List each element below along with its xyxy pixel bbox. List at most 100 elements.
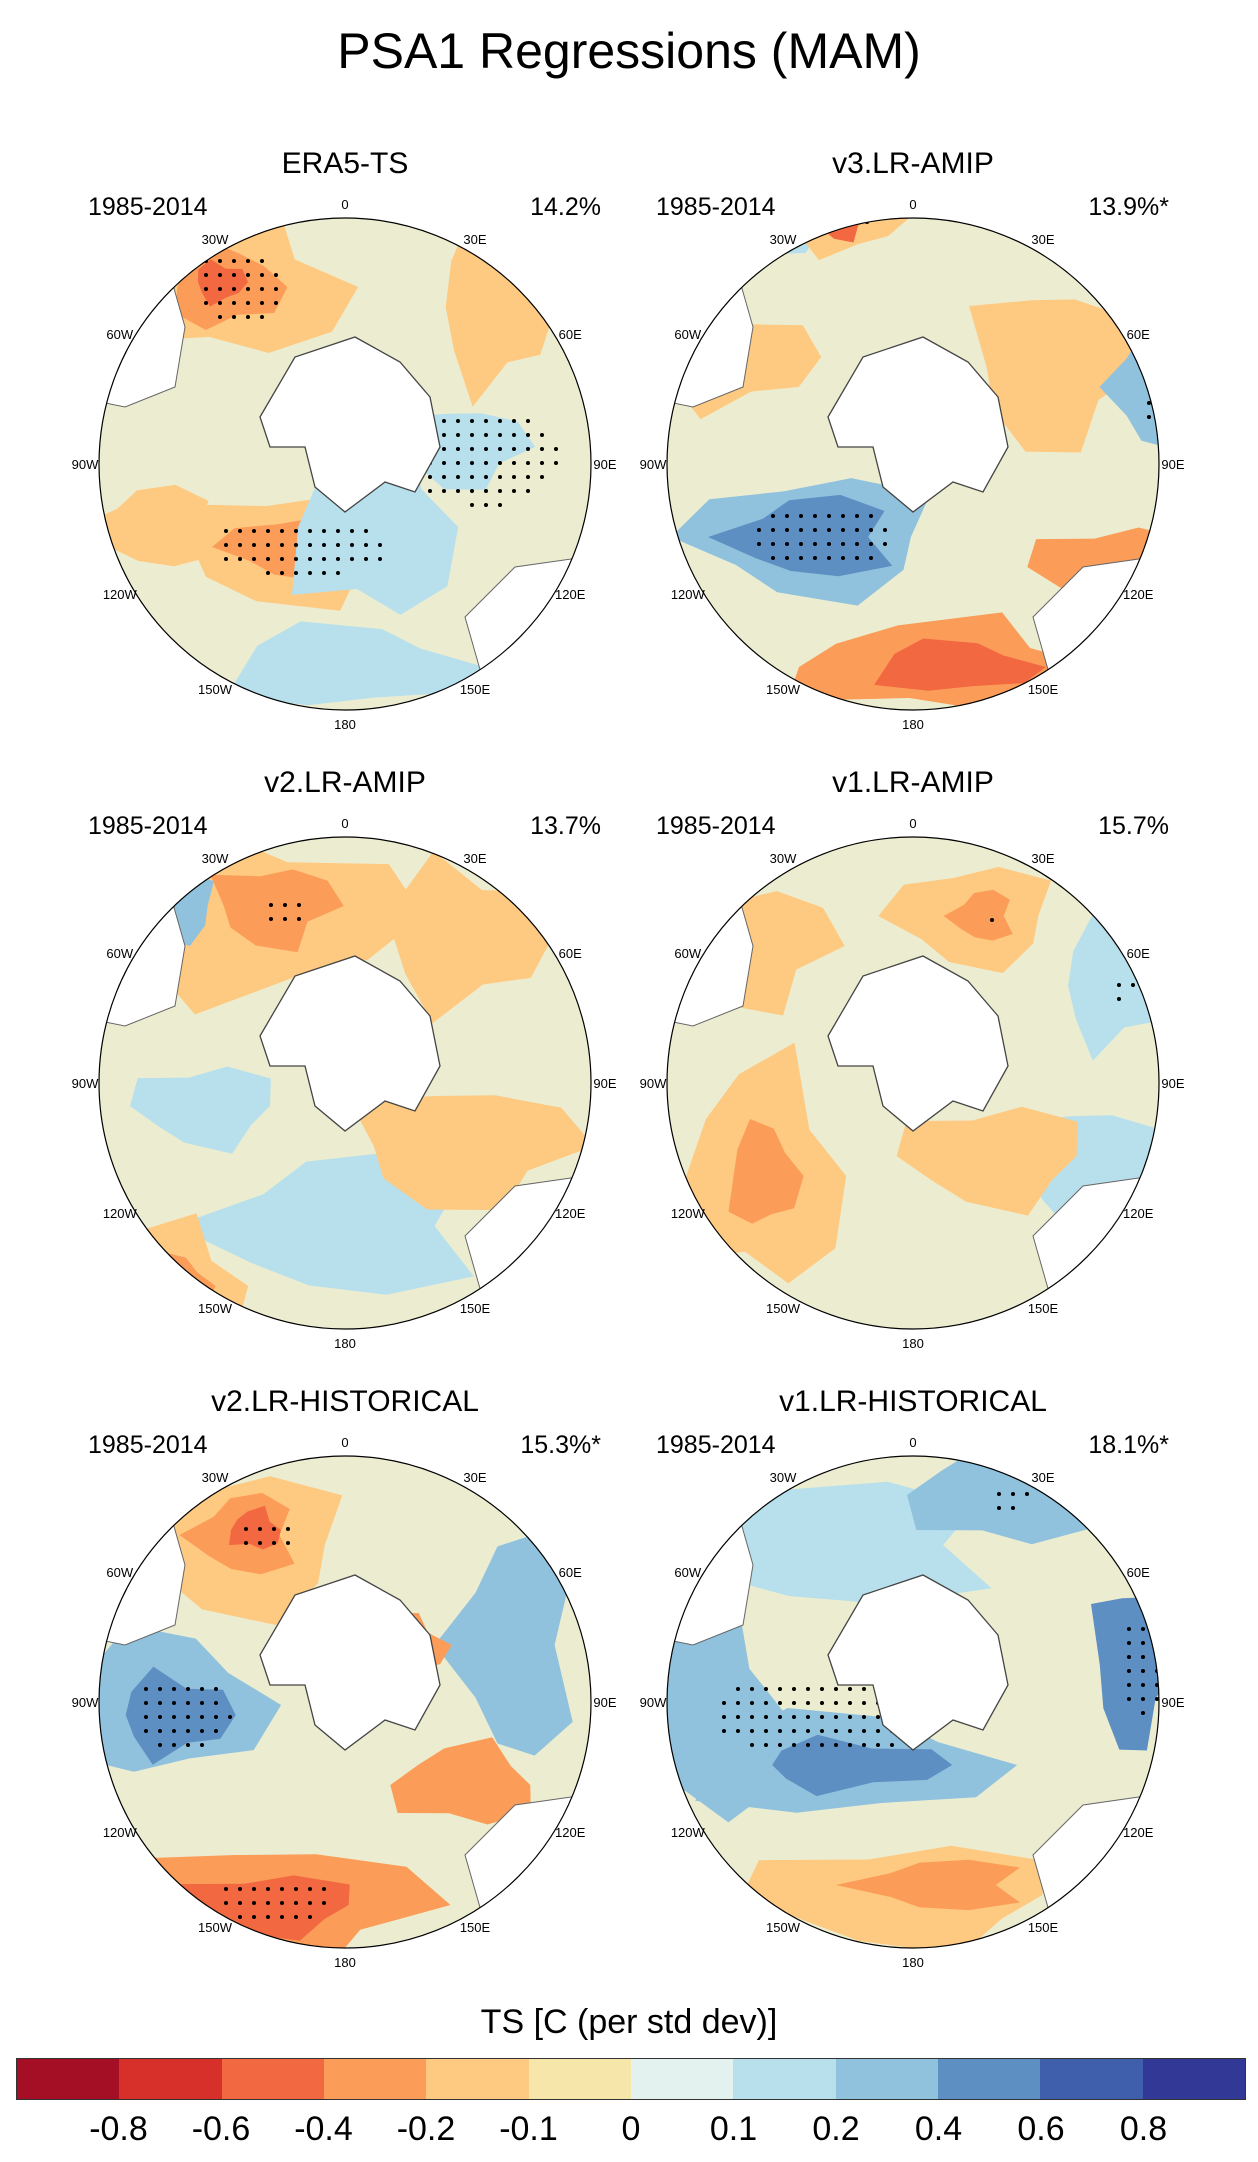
colorbar-swatch: [17, 2059, 120, 2099]
significance-dot: [855, 556, 859, 560]
significance-dot: [294, 571, 298, 575]
significance-dot: [186, 1715, 190, 1719]
significance-dot: [771, 514, 775, 518]
significance-dot: [350, 529, 354, 533]
significance-dot: [1147, 359, 1151, 363]
polar-map: 0 30E 60E 90E 120E 150E 180 150W 120W 90W 60W 30W: [640, 197, 1185, 732]
significance-dot: [813, 528, 817, 532]
significance-dot: [869, 542, 873, 546]
significance-dot: [224, 529, 228, 533]
significance-dot: [498, 433, 502, 437]
significance-dot: [1011, 1506, 1015, 1510]
significance-dot: [266, 571, 270, 575]
anomaly-region: [772, 1734, 953, 1797]
significance-dot: [470, 475, 474, 479]
significance-dot: [258, 1527, 262, 1531]
anomaly-region: [390, 1737, 531, 1825]
anomaly-region: [1099, 326, 1159, 448]
significance-dot: [862, 1687, 866, 1691]
longitude-label: 60W: [674, 946, 701, 961]
longitude-label: 30E: [463, 1470, 486, 1485]
significance-dot: [350, 557, 354, 561]
longitude-label: 30W: [202, 1470, 229, 1485]
longitude-label: 150E: [460, 1301, 491, 1316]
antarctica-landmass: [827, 336, 1009, 513]
significance-dot: [757, 528, 761, 532]
significance-dot: [1117, 983, 1121, 987]
significance-dot: [1141, 1669, 1145, 1673]
longitude-label: 180: [902, 717, 924, 732]
significance-dot: [834, 1715, 838, 1719]
significance-dot: [862, 1729, 866, 1733]
polar-map: 0 30E 60E 90E 120E 150E 180 150W 120W 90W 60W 30W: [72, 1435, 617, 1970]
significance-dot: [269, 917, 273, 921]
longitude-label: 90W: [72, 1695, 99, 1710]
significance-dot: [308, 1915, 312, 1919]
map-panel-v2-lr-amip: v2.LR-AMIP 1985-2014 13.7% 0 30E 60E 90E 120…: [45, 766, 645, 1366]
significance-dot: [280, 529, 284, 533]
significance-dot: [274, 301, 278, 305]
longitude-label: 60W: [106, 1565, 133, 1580]
significance-dot: [820, 1687, 824, 1691]
colorbar-label: 0.1: [709, 2110, 758, 2148]
significance-dot: [308, 557, 312, 561]
longitude-label: 60E: [1127, 1565, 1150, 1580]
significance-dot: [442, 447, 446, 451]
significance-dot: [848, 1701, 852, 1705]
significance-dot: [834, 1701, 838, 1705]
significance-dot: [827, 514, 831, 518]
map-boundary: [98, 217, 592, 711]
significance-dot: [848, 1687, 852, 1691]
significance-dot: [785, 542, 789, 546]
significance-dot: [848, 1743, 852, 1747]
significance-dot: [792, 1743, 796, 1747]
longitude-label: 90W: [640, 1076, 667, 1091]
significance-dot: [322, 1901, 326, 1905]
significance-dot: [526, 461, 530, 465]
significance-dot: [186, 1743, 190, 1747]
significance-dot: [232, 301, 236, 305]
significance-dot: [785, 514, 789, 518]
significance-dot: [1141, 1641, 1145, 1645]
significance-dot: [308, 529, 312, 533]
significance-dot: [214, 1701, 218, 1705]
significance-dot: [792, 1701, 796, 1705]
panel-years: 1985-2014: [88, 812, 208, 840]
longitude-label: 60E: [1127, 946, 1150, 961]
polar-map: 0 30E 60E 90E 120E 150E 180 150W 120W 90W 60W 30W: [640, 816, 1185, 1351]
significance-dot: [286, 1527, 290, 1531]
antarctica-landmass: [827, 955, 1009, 1132]
significance-dot: [841, 514, 845, 518]
longitude-label: 120E: [555, 1825, 586, 1840]
longitude-label: 90W: [640, 1695, 667, 1710]
significance-dot: [252, 543, 256, 547]
significance-dot: [238, 557, 242, 561]
significance-dot: [364, 557, 368, 561]
significance-dot: [246, 273, 250, 277]
longitude-label: 180: [334, 717, 356, 732]
longitude-label: 120E: [555, 587, 586, 602]
significance-dot: [834, 1729, 838, 1733]
colorbar-swatch: [528, 2059, 631, 2099]
significance-dot: [848, 1729, 852, 1733]
significance-dot: [771, 542, 775, 546]
significance-dot: [512, 461, 516, 465]
significance-dot: [280, 571, 284, 575]
map-panel-v2-lr-historical: v2.LR-HISTORICAL 1985-2014 15.3%* 0 30E 60…: [45, 1385, 645, 1985]
longitude-label: 150E: [1028, 682, 1059, 697]
antarctica-landmass: [827, 1574, 1009, 1751]
significance-dot: [526, 475, 530, 479]
significance-dot: [813, 556, 817, 560]
longitude-label: 120E: [1123, 1206, 1154, 1221]
significance-dot: [272, 1527, 276, 1531]
polar-map: 0 30E 60E 90E 120E 150E 180 150W 120W 90W 60W 30W: [640, 1435, 1185, 1970]
significance-dot: [204, 273, 208, 277]
longitude-label: 150W: [198, 682, 233, 697]
colorbar-swatch: [937, 2059, 1041, 2099]
significance-dot: [260, 259, 264, 263]
significance-dot: [294, 543, 298, 547]
map-panel-v1-lr-historical: v1.LR-HISTORICAL 1985-2014 18.1%* 0 30E 60…: [613, 1385, 1213, 1985]
significance-dot: [204, 301, 208, 305]
significance-dot: [813, 542, 817, 546]
significance-dot: [862, 1715, 866, 1719]
